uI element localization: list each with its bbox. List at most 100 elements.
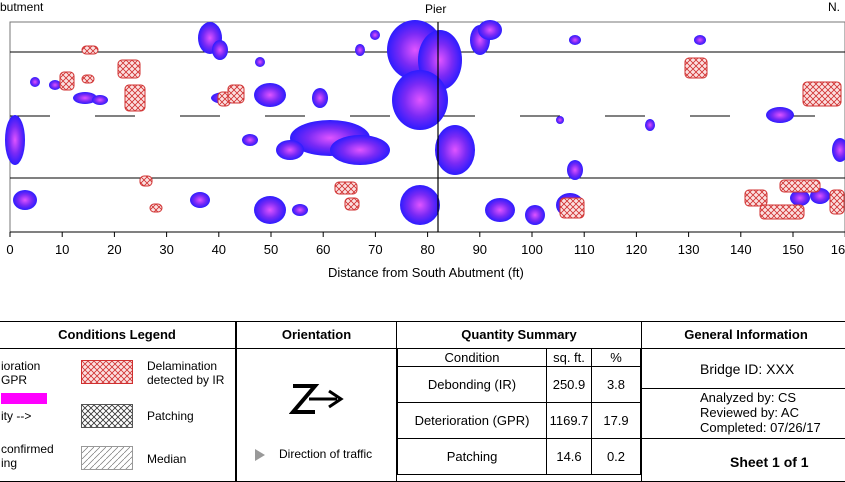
- x-tick-label: 130: [677, 242, 700, 257]
- deterioration-blob: [392, 70, 448, 130]
- legend-magenta-bar: [1, 393, 47, 404]
- delamination-patch: [149, 203, 163, 213]
- x-tick-label: 0: [6, 242, 14, 257]
- legend-ing-label: ing: [1, 456, 18, 470]
- deterioration-blob: [330, 135, 390, 165]
- general-info-panel: General Information Bridge ID: XXX Analy…: [641, 321, 845, 482]
- x-tick-label: 30: [159, 242, 174, 257]
- header-condition: Condition: [397, 348, 547, 367]
- deterioration-blob: [567, 160, 583, 180]
- general-title: General Information: [642, 322, 845, 349]
- header-sqft: sq. ft.: [546, 348, 592, 367]
- deterioration-blob: [276, 140, 304, 160]
- legend-title: Conditions Legend: [0, 322, 235, 349]
- legend-ir-label: detected by IR: [147, 373, 225, 387]
- x-tick-label: 40: [211, 242, 227, 257]
- north-arrow-icon: [289, 384, 344, 414]
- x-tick-label: 100: [521, 242, 543, 257]
- x-tick-label: 110: [573, 242, 595, 257]
- x-tick-label: 50: [263, 242, 279, 257]
- x-tick-label: 60: [315, 242, 331, 257]
- table-row: Patching 14.6 0.2: [397, 438, 641, 475]
- analyzed-by: Analyzed by: CS: [700, 390, 797, 405]
- deterioration-blob: [5, 115, 25, 165]
- delamination-swatch: [81, 360, 133, 384]
- deterioration-blob: [556, 116, 564, 124]
- deterioration-blob: [370, 30, 380, 40]
- traffic-direction-icon: [255, 449, 265, 461]
- deck-condition-map: [5, 20, 845, 237]
- delamination-patch: [344, 197, 360, 211]
- quantity-summary-panel: Quantity Summary Condition sq. ft. % Deb…: [396, 321, 642, 482]
- table-row: Deterioration (GPR) 1169.7 17.9: [397, 402, 641, 439]
- delamination-patch: [117, 59, 141, 79]
- deterioration-blob: [13, 190, 37, 210]
- bridge-id: Bridge ID: XXX: [700, 361, 795, 377]
- deterioration-blob: [400, 185, 440, 225]
- legend-patching-label: Patching: [147, 409, 194, 423]
- deterioration-blob: [790, 190, 810, 206]
- orientation-panel: Orientation Direction of traffic: [236, 321, 397, 482]
- legend-delamination-label: Delamination: [147, 359, 218, 373]
- x-tick-label: 16: [830, 242, 845, 257]
- delamination-patch: [227, 84, 245, 104]
- legend-median-label: Median: [147, 452, 187, 466]
- deterioration-blob: [525, 205, 545, 225]
- delamination-patch: [139, 175, 153, 187]
- deterioration-blob: [49, 80, 61, 90]
- deterioration-areas: [5, 20, 845, 225]
- delamination-patch: [779, 179, 821, 193]
- quantity-title: Quantity Summary: [397, 322, 641, 349]
- x-axis-ticks: [9, 232, 845, 237]
- south-abutment-label: butment: [0, 0, 44, 14]
- deterioration-blob: [212, 40, 228, 60]
- x-tick-label: 120: [625, 242, 648, 257]
- orientation-title: Orientation: [237, 322, 396, 349]
- deterioration-blob: [694, 35, 706, 45]
- delamination-patch: [802, 81, 842, 107]
- x-tick-label: 140: [729, 242, 752, 257]
- quantity-table: Condition sq. ft. % Debonding (IR) 250.9…: [397, 348, 641, 475]
- delamination-patch: [81, 45, 99, 55]
- legend-intensity-label: ity -->: [1, 409, 32, 423]
- deterioration-blob: [292, 204, 308, 216]
- x-tick-label: 70: [368, 242, 383, 257]
- deterioration-blob: [478, 20, 502, 40]
- delamination-areas: [59, 45, 845, 220]
- delamination-patch: [59, 71, 75, 91]
- delamination-patch: [829, 189, 845, 215]
- x-tick-label: 150: [782, 242, 804, 257]
- deterioration-blob: [312, 88, 328, 108]
- legend-gpr-label: GPR: [1, 373, 28, 387]
- median-swatch: [81, 446, 133, 470]
- delamination-patch: [744, 189, 768, 207]
- legend-unconfirmed-label: confirmed: [1, 442, 54, 456]
- north-abutment-label: N.: [828, 0, 840, 14]
- delamination-patch: [334, 181, 358, 195]
- deterioration-blob: [73, 92, 97, 104]
- sheet-number: Sheet 1 of 1: [730, 454, 809, 470]
- deterioration-blob: [190, 192, 210, 208]
- deterioration-blob: [30, 77, 40, 87]
- deterioration-blob: [355, 44, 365, 56]
- deterioration-blob: [569, 35, 581, 45]
- deterioration-blob: [254, 196, 286, 224]
- delamination-patch: [684, 57, 708, 79]
- traffic-direction-label: Direction of traffic: [279, 447, 373, 461]
- x-tick-label: 90: [472, 242, 488, 257]
- deterioration-blob: [766, 107, 794, 123]
- completed-date: Completed: 07/26/17: [700, 420, 821, 435]
- deterioration-blob: [485, 198, 515, 222]
- deterioration-blob: [435, 125, 475, 175]
- conditions-legend-panel: Conditions Legend ioration GPR ity --> c…: [0, 321, 236, 482]
- pier-label: Pier: [425, 2, 447, 16]
- delamination-patch: [759, 204, 805, 220]
- table-row: Debonding (IR) 250.9 3.8: [397, 366, 641, 403]
- delamination-patch: [81, 74, 95, 84]
- deterioration-blob: [255, 57, 265, 67]
- header-pct: %: [591, 348, 641, 367]
- legend-deterioration-label: ioration: [1, 359, 41, 373]
- deterioration-blob: [92, 95, 108, 105]
- deterioration-blob: [254, 83, 286, 107]
- deterioration-blob: [832, 138, 845, 162]
